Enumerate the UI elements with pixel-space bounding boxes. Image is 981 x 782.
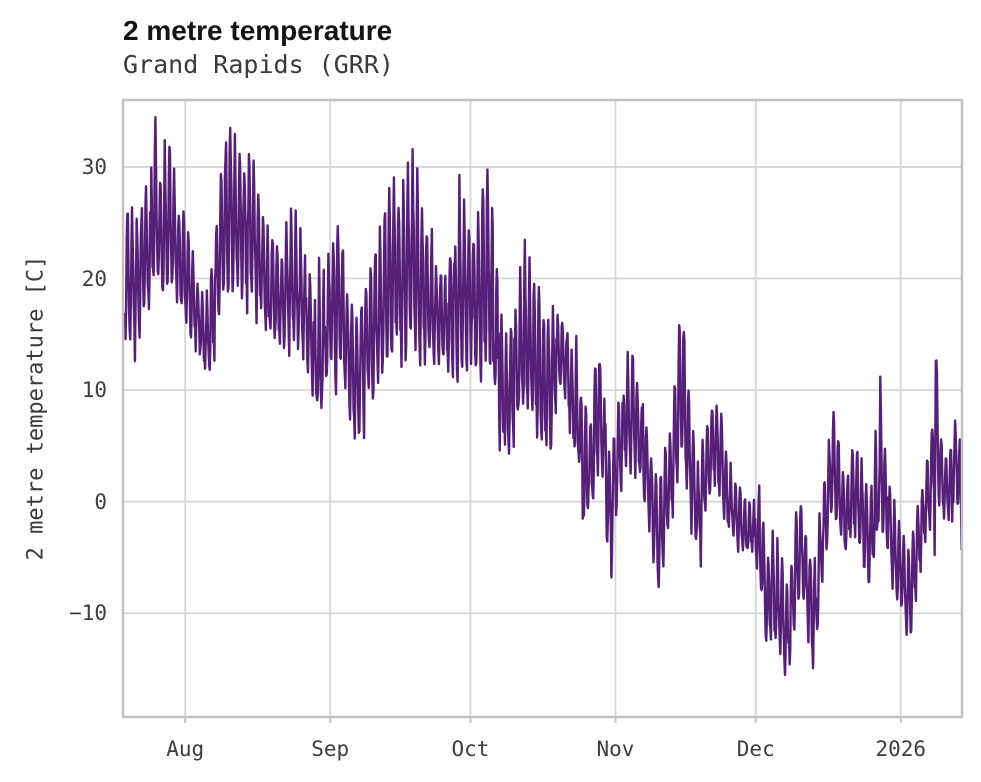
- x-tick-label: Nov: [596, 737, 635, 761]
- y-tick-label: −10: [69, 601, 107, 626]
- temperature-line: [123, 115, 962, 677]
- plot-border: [121, 98, 964, 719]
- plot-area: [121, 98, 964, 723]
- chart-title: 2 metre temperature: [123, 15, 393, 46]
- y-tick-label: 20: [81, 266, 107, 291]
- y-tick-label: 30: [81, 154, 107, 179]
- x-tick-label: Oct: [451, 737, 490, 761]
- x-tick-label: 2026: [875, 737, 927, 761]
- x-tick-label: Aug: [166, 737, 205, 761]
- y-tick-label: 0: [94, 489, 107, 514]
- x-tick-label: Sep: [311, 737, 350, 761]
- x-tick-label: Dec: [736, 737, 775, 761]
- y-tick-label: 10: [81, 378, 107, 403]
- y-axis-label: 2 metre temperature [C]: [23, 255, 49, 561]
- chart-subtitle: Grand Rapids (GRR): [123, 50, 394, 79]
